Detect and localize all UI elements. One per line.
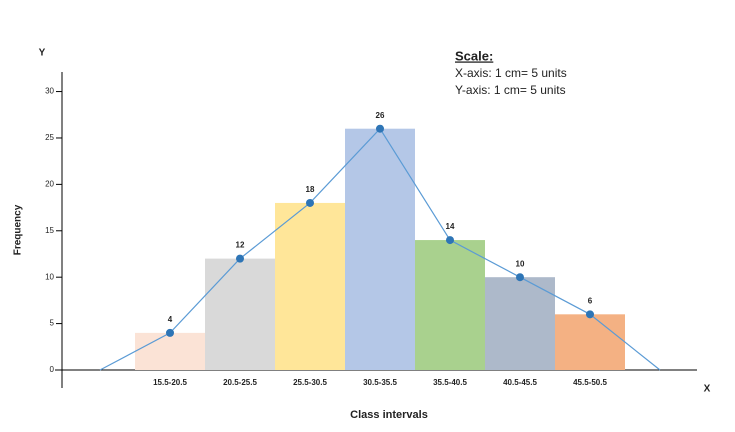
data-label: 4	[168, 315, 173, 324]
bar	[485, 277, 555, 370]
polygon-point	[446, 236, 454, 245]
y-tick-label: 15	[45, 226, 54, 235]
data-label: 18	[306, 185, 315, 194]
bar	[555, 314, 625, 370]
polygon-point	[376, 124, 384, 133]
x-tick-label: 25.5-30.5	[293, 378, 327, 387]
x-axis-letter: X	[704, 384, 711, 395]
polygon-point	[236, 254, 244, 263]
data-label: 10	[516, 259, 525, 268]
y-axis-label: Frequency	[13, 204, 24, 255]
bar	[135, 332, 205, 370]
bar	[415, 240, 485, 370]
polygon-point	[516, 273, 524, 282]
polygon-point	[166, 328, 174, 337]
y-tick-label: 20	[45, 179, 54, 188]
scale-line: Y-axis: 1 cm= 5 units	[455, 83, 566, 97]
x-tick-label: 30.5-35.5	[363, 378, 397, 387]
polygon-point	[306, 198, 314, 207]
x-tick-label: 15.5-20.5	[153, 378, 187, 387]
y-tick-label: 25	[45, 133, 54, 142]
y-tick-label: 10	[45, 272, 54, 281]
bar	[205, 258, 275, 370]
bar	[345, 128, 415, 370]
scale-title: Scale:	[455, 48, 493, 63]
scale-line: X-axis: 1 cm= 5 units	[455, 66, 567, 80]
data-label: 6	[588, 296, 593, 305]
x-axis-label: Class intervals	[350, 409, 428, 421]
data-label: 12	[236, 241, 245, 250]
x-tick-label: 20.5-25.5	[223, 378, 257, 387]
x-tick-label: 45.5-50.5	[573, 378, 607, 387]
x-tick-label: 40.5-45.5	[503, 378, 537, 387]
data-label: 14	[446, 222, 455, 231]
data-label: 26	[376, 111, 385, 120]
y-tick-label: 30	[45, 87, 54, 96]
y-tick-label: 0	[50, 365, 55, 374]
polygon-point	[586, 310, 594, 319]
bar	[275, 202, 345, 370]
y-axis-letter: Y	[39, 48, 46, 59]
y-tick-label: 5	[50, 319, 55, 328]
x-tick-label: 35.5-40.5	[433, 378, 467, 387]
